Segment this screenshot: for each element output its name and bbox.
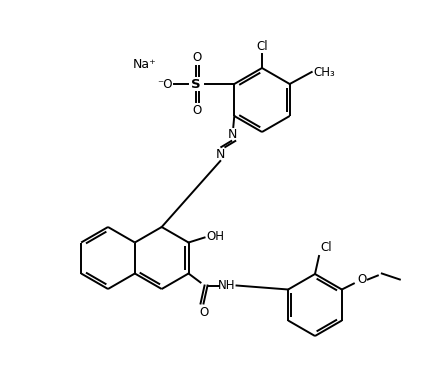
Text: N: N [227,128,237,141]
Text: O: O [357,273,366,286]
Text: OH: OH [207,230,225,243]
Text: ⁻O: ⁻O [157,78,172,91]
Text: Cl: Cl [256,40,268,53]
Text: CH₃: CH₃ [314,66,335,79]
Text: Cl: Cl [320,241,331,254]
Text: N: N [216,148,225,161]
Text: Na⁺: Na⁺ [132,58,156,70]
Text: O: O [193,51,202,64]
Text: O: O [193,104,202,117]
Text: S: S [191,78,201,91]
Text: NH: NH [218,279,235,292]
Text: O: O [199,306,208,319]
